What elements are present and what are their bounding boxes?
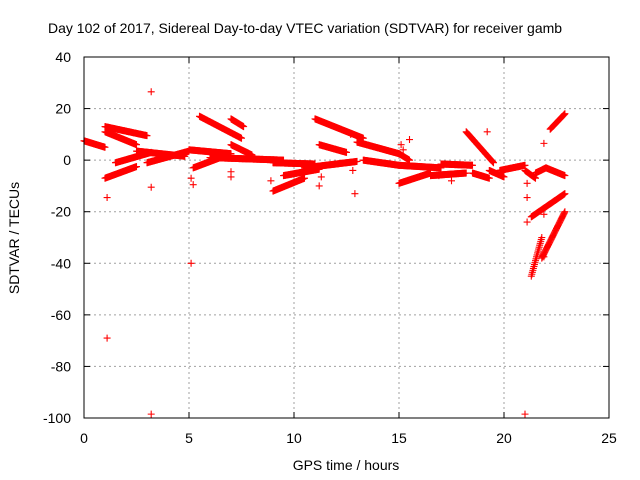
data-point — [301, 174, 308, 182]
outlier-point — [187, 174, 195, 182]
data-point — [490, 159, 497, 167]
data-point — [561, 208, 569, 216]
outlier-point — [540, 253, 548, 261]
data-point — [238, 134, 245, 142]
x-tick-labels: 0 5 10 15 20 25 — [80, 430, 617, 446]
y-tick-label: -100 — [43, 410, 71, 426]
plot-frame — [83, 56, 610, 419]
x-tick-label: 5 — [185, 430, 193, 446]
axis-ticks — [83, 56, 610, 419]
outlier-point — [103, 334, 111, 342]
data-point — [248, 151, 256, 159]
y-tick-label: -60 — [51, 307, 71, 323]
outlier-point — [523, 218, 531, 226]
y-tick-label: 20 — [55, 101, 71, 117]
data-point — [133, 141, 140, 149]
outlier-point — [448, 177, 455, 185]
outlier-point — [349, 166, 357, 174]
data-point — [101, 143, 109, 151]
data-points — [80, 88, 569, 418]
outlier-point — [351, 190, 359, 198]
data-point — [561, 172, 569, 180]
outlier-point — [435, 172, 443, 180]
outlier-point — [189, 181, 197, 189]
outlier-point — [315, 182, 323, 190]
y-axis-label: SDTVAR / TECUs — [6, 182, 22, 294]
outlier-point — [483, 128, 491, 136]
outlier-point — [147, 410, 155, 418]
x-tick-label: 15 — [391, 430, 407, 446]
data-point — [143, 132, 151, 140]
x-tick-label: 20 — [496, 430, 512, 446]
outlier-point — [103, 194, 111, 202]
data-point — [561, 110, 569, 118]
data-point — [353, 157, 361, 165]
y-tick-label: -80 — [51, 358, 71, 374]
y-tick-label: -40 — [51, 255, 71, 271]
data-point — [561, 190, 569, 198]
outlier-point — [347, 130, 355, 138]
outlier-point — [267, 177, 275, 185]
data-point — [406, 156, 413, 164]
outlier-point — [540, 210, 548, 218]
y-tick-labels: 40 20 0 -20 -40 -60 -80 -100 — [43, 49, 71, 426]
outlier-point — [399, 146, 407, 154]
data-point — [462, 169, 470, 177]
data-point — [343, 148, 350, 156]
data-point — [538, 234, 546, 241]
y-tick-label: -20 — [51, 204, 71, 220]
x-tick-label: 10 — [286, 430, 302, 446]
outlier-point — [397, 141, 405, 149]
data-point — [469, 161, 476, 169]
x-tick-label: 0 — [80, 430, 88, 446]
data-point — [133, 163, 140, 171]
outlier-point — [523, 179, 531, 187]
outlier-point — [187, 259, 195, 267]
outlier-point — [147, 88, 155, 96]
outlier-point — [521, 410, 529, 418]
chart-title: Day 102 of 2017, Sidereal Day-to-day VTE… — [48, 20, 562, 36]
x-tick-label: 25 — [601, 430, 617, 446]
x-axis-label: GPS time / hours — [293, 457, 400, 473]
outlier-point — [523, 194, 531, 202]
grid-lines — [84, 57, 609, 418]
data-point — [500, 173, 508, 181]
y-tick-label: 40 — [55, 49, 71, 65]
data-point — [240, 123, 248, 131]
outlier-point — [540, 139, 548, 147]
outlier-point — [406, 136, 413, 144]
outlier-point — [147, 183, 155, 191]
outlier-point — [227, 168, 235, 176]
y-tick-label: 0 — [63, 152, 71, 168]
data-point — [485, 174, 493, 182]
outlier-point — [317, 173, 325, 181]
